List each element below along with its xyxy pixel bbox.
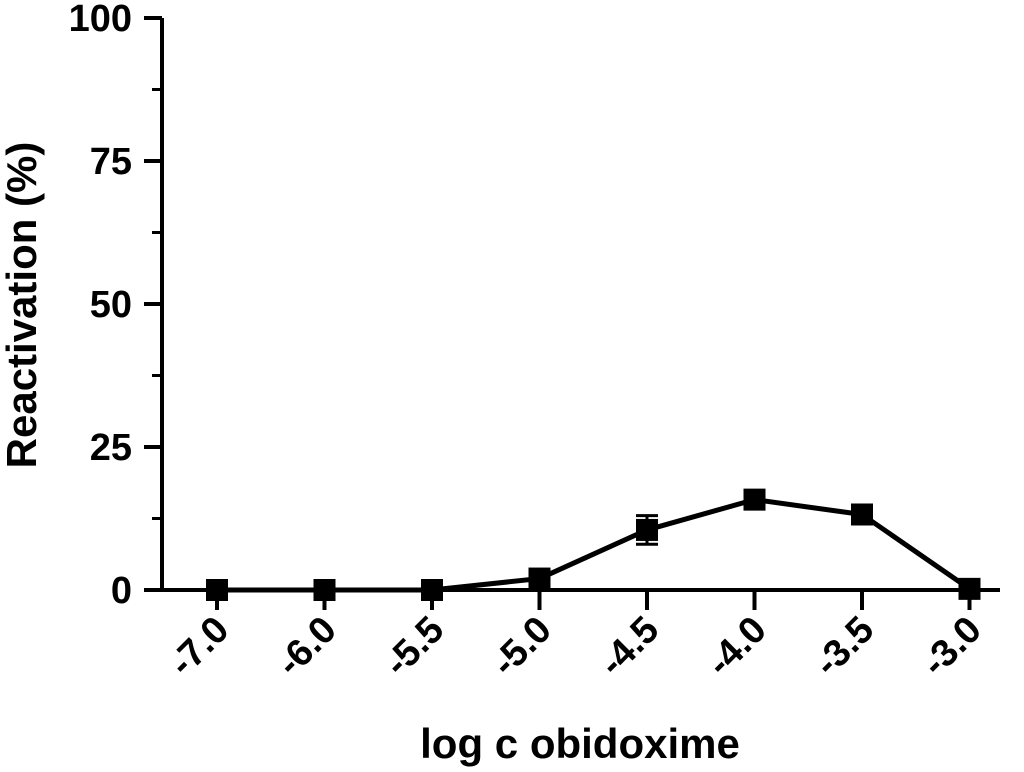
x-tick-label: -3.0 bbox=[914, 609, 990, 685]
x-ticks: -7.0 -6.0 -5.5 -5.0 -4.5 -4.0 -3.5 -3.0 bbox=[161, 590, 990, 685]
data-point bbox=[206, 579, 228, 601]
y-tick-label: 25 bbox=[90, 427, 132, 469]
data-point bbox=[421, 579, 443, 601]
x-tick-label: -7.0 bbox=[161, 609, 237, 685]
data-point bbox=[636, 518, 658, 541]
x-tick-label: -6.0 bbox=[269, 609, 345, 685]
y-tick-label: 75 bbox=[90, 141, 132, 183]
series-line bbox=[217, 497, 971, 593]
y-ticks: 0 25 50 75 100 bbox=[69, 0, 162, 612]
x-tick-label: -3.5 bbox=[806, 609, 882, 685]
data-point bbox=[958, 577, 981, 600]
x-tick-label: -5.0 bbox=[484, 609, 560, 685]
data-point bbox=[851, 503, 873, 526]
data-point bbox=[528, 567, 551, 590]
y-tick-label: 100 bbox=[69, 0, 132, 40]
x-axis-title: log c obidoxime bbox=[420, 720, 740, 767]
y-axis-title: Reactivation (%) bbox=[0, 142, 45, 469]
y-tick-label: 0 bbox=[111, 570, 132, 612]
series-1 bbox=[206, 488, 981, 601]
data-point bbox=[743, 488, 766, 511]
x-tick-label: -4.5 bbox=[591, 609, 667, 685]
data-point bbox=[313, 579, 336, 601]
y-tick-label: 50 bbox=[90, 284, 132, 326]
x-tick-label: -5.5 bbox=[376, 609, 452, 685]
x-tick-label: -4.0 bbox=[699, 609, 775, 685]
